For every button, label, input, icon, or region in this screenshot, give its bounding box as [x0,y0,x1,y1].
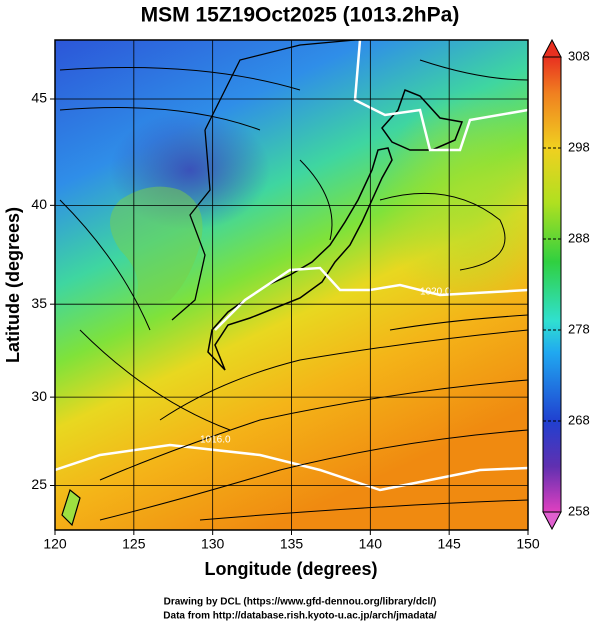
x-tick-label: 150 [516,536,540,552]
colorbar [542,56,562,513]
x-tick-label: 125 [122,536,146,552]
isobar-label: 1016.0 [200,435,231,446]
colorbar-extension [542,38,562,58]
isobar [55,443,528,492]
coastline [381,89,464,151]
colorbar-tick-label: 298 [568,139,590,154]
y-tick-label: 35 [31,295,47,311]
y-axis-label: Latitude (degrees) [3,207,23,363]
colorbar-tick-label: 268 [568,412,590,427]
coastline [61,488,81,527]
isobar-label: 1020.0 [420,287,451,298]
y-tick-label: 45 [31,90,47,106]
streamlines [59,59,528,521]
x-tick-label: 130 [201,536,225,552]
colorbar-tick-label: 278 [568,321,590,336]
x-tick-label: 135 [280,536,304,552]
colorbar-tick-label: 288 [568,230,590,245]
temperature-field [55,40,528,530]
x-tick-label: 120 [43,536,67,552]
chart-title: MSM 15Z19Oct2025 (1013.2hPa) [141,4,460,27]
colorbar-tick-label: 308 [568,48,590,63]
coastline [171,40,356,321]
footer-credit: Data from http://database.rish.kyoto-u.a… [163,611,437,622]
colorbar-extension [542,511,562,531]
y-tick-label: 30 [31,388,47,404]
isobar [353,40,528,152]
x-tick-label: 140 [359,536,383,552]
isobar [214,266,528,331]
footer-credit: Drawing by DCL (https://www.gfd-dennou.o… [164,597,437,608]
y-tick-label: 40 [31,196,47,212]
field-shade [380,90,528,310]
x-axis-label: Longitude (degrees) [204,559,377,579]
colorbar-tick-label: 258 [568,503,590,518]
land-shade [110,186,203,310]
y-tick-label: 25 [31,476,47,492]
x-tick-label: 145 [437,536,461,552]
